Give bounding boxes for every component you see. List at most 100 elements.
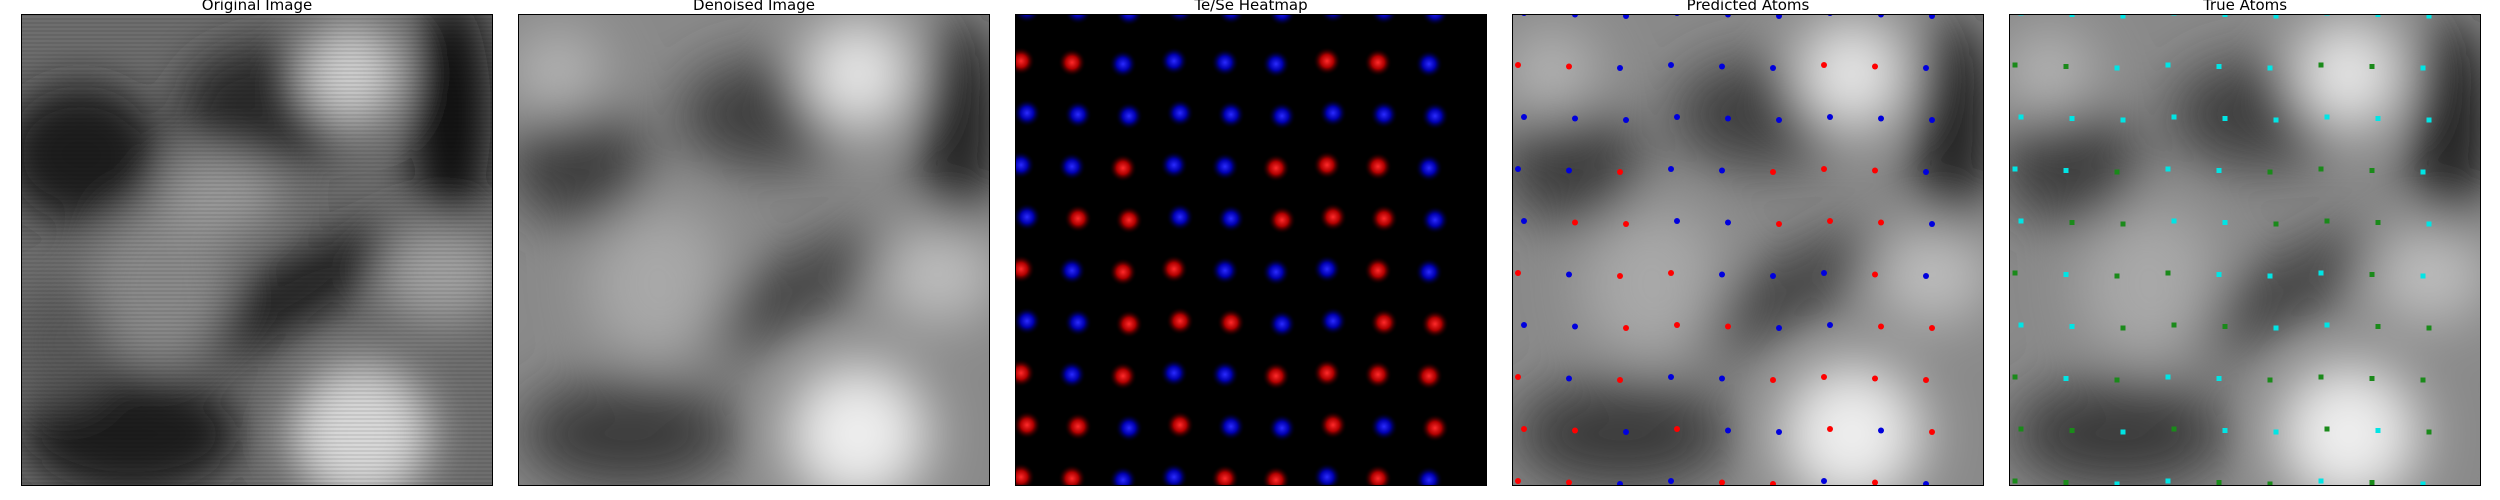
true-se-atom (2018, 114, 2024, 120)
te-spot (1364, 360, 1392, 389)
true-se-atom (2426, 117, 2432, 123)
true-se-atom (2018, 322, 2024, 328)
true-se-atom (2063, 168, 2069, 173)
se-spot (1166, 203, 1194, 231)
predicted-se-atom (1776, 325, 1782, 331)
se-spot (1217, 412, 1245, 441)
true-se-atom (2222, 220, 2228, 225)
predicted-te-atom (1515, 62, 1521, 68)
predicted-se-atom (1572, 323, 1578, 330)
predicted-te-atom (1674, 322, 1680, 328)
predicted-atoms-panel: Predicted Atoms (1512, 0, 1984, 486)
predicted-se-atom (1521, 322, 1527, 328)
denoised-image-panel: Denoised Image (518, 0, 990, 486)
se-spot (1217, 14, 1245, 25)
true-te-atom (2114, 273, 2120, 279)
predicted-se-atom (1827, 114, 1833, 120)
true-se-atom (2267, 273, 2273, 279)
predicted-te-atom (1878, 323, 1884, 330)
se-spot (1058, 256, 1086, 285)
true-se-atom (2420, 481, 2426, 486)
se-spot (1421, 206, 1449, 234)
true-te-atom (2114, 377, 2120, 383)
te-spot (1115, 310, 1143, 338)
predicted-te-atom (1572, 427, 1578, 434)
true-se-atom (2318, 270, 2324, 276)
te-spot (1313, 359, 1341, 387)
te-spot (1262, 154, 1290, 182)
true-se-atom (2063, 272, 2069, 277)
predicted-se-atom (1770, 65, 1776, 71)
predicted-se-atom (1770, 273, 1776, 279)
te-spot (1364, 152, 1392, 181)
predicted-se-atom (1566, 375, 1572, 382)
true-te-atom (2375, 324, 2381, 329)
se-spot (1160, 359, 1188, 387)
predicted-te-atom (1617, 169, 1623, 175)
true-te-atom (2165, 270, 2171, 276)
predicted-te-atom (1719, 479, 1725, 486)
predicted-te-atom (1821, 62, 1827, 68)
predicted-se-atom (1623, 14, 1629, 19)
true-se-atom (2171, 114, 2177, 120)
true-te-atom (2369, 168, 2375, 173)
predicted-se-atom (1566, 271, 1572, 278)
true-te-atom (2114, 169, 2120, 175)
true-se-atom (2324, 322, 2330, 328)
predicted-te-atom (1827, 218, 1833, 224)
te-spot (1015, 411, 1041, 439)
true-te-atom (2171, 426, 2177, 432)
se-spot (1217, 100, 1245, 129)
se-spot (1160, 151, 1188, 179)
true-se-atom (2216, 376, 2222, 381)
true-te-atom (2171, 322, 2177, 328)
predicted-se-atom (1923, 169, 1929, 175)
se-spot (1415, 154, 1443, 182)
heatmap-panel: Te/Se Heatmap (1015, 0, 1487, 486)
true-se-atom (2426, 14, 2432, 19)
te-se-heatmap (1015, 14, 1487, 486)
original-image-title: Original Image (201, 0, 313, 14)
true-se-atom (2171, 218, 2177, 224)
se-spot (1268, 14, 1296, 26)
se-spot (1262, 50, 1290, 78)
te-spot (1313, 47, 1341, 75)
predicted-se-atom (1923, 65, 1929, 71)
true-te-atom (2018, 426, 2024, 432)
predicted-te-atom (1623, 221, 1629, 227)
se-spot (1058, 152, 1086, 181)
te-spot (1015, 255, 1035, 283)
se-spot (1268, 102, 1296, 130)
te-spot (1160, 255, 1188, 283)
original-image (21, 14, 493, 486)
true-se-atom (2063, 376, 2069, 381)
true-te-atom (2120, 325, 2126, 331)
denoised-image (518, 14, 990, 486)
se-spot (1313, 255, 1341, 283)
true-te-atom (2369, 272, 2375, 277)
predicted-se-atom (1878, 115, 1884, 122)
true-se-atom (2420, 65, 2426, 71)
te-spot (1015, 463, 1035, 486)
predicted-se-atom (1776, 429, 1782, 435)
true-se-atom (2018, 218, 2024, 224)
predicted-se-atom (1668, 166, 1674, 172)
predicted-te-atom (1674, 426, 1680, 432)
original-image-panel: Original Image (21, 0, 493, 486)
se-spot (1015, 151, 1035, 179)
se-spot (1160, 47, 1188, 75)
se-spot (1421, 102, 1449, 130)
true-se-atom (2420, 169, 2426, 175)
se-spot (1217, 204, 1245, 233)
predicted-se-atom (1668, 374, 1674, 380)
true-atoms-panel: True Atoms (2009, 0, 2481, 486)
se-spot (1319, 307, 1347, 335)
true-atoms-title: True Atoms (2202, 0, 2288, 14)
true-se-atom (2069, 324, 2075, 329)
te-spot (1262, 362, 1290, 390)
true-te-atom (2369, 376, 2375, 381)
true-se-atom (2120, 14, 2126, 19)
te-spot (1313, 151, 1341, 179)
predicted-te-atom (1521, 426, 1527, 432)
true-se-atom (2165, 166, 2171, 172)
